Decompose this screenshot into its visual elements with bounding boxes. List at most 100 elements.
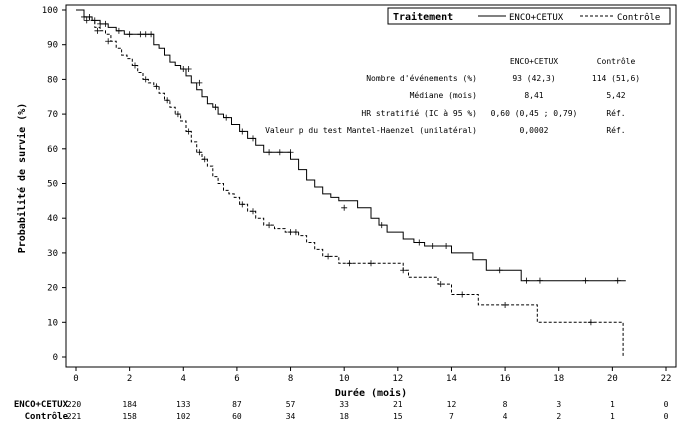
censor-mark: [437, 281, 444, 288]
stats-row-label: HR stratifié (IC à 95 %): [361, 108, 477, 118]
censor-mark: [368, 260, 374, 267]
stats-row-label: Médiane (mois): [410, 90, 477, 100]
y-axis-title: Probabilité de survie (%): [16, 103, 28, 254]
x-tick-label: 4: [181, 374, 186, 384]
x-tick-label: 14: [446, 374, 457, 384]
censor-mark: [325, 253, 332, 260]
y-tick-label: 40: [47, 214, 58, 224]
censor-mark: [148, 31, 155, 38]
y-axis: 0 10 20 30 40 50 60 70 80 90 100: [42, 6, 66, 363]
censor-mark: [164, 97, 171, 104]
risk-cell: 221: [67, 412, 82, 421]
risk-cell: 12: [447, 400, 457, 409]
y-tick-label: 70: [47, 110, 58, 120]
censor-mark: [239, 201, 246, 208]
censor-mark: [105, 38, 112, 45]
risk-cell: 21: [393, 400, 403, 409]
censor-mark: [496, 267, 503, 274]
censor-mark: [86, 13, 93, 20]
stats-table: ENCO+CETUX Contrôle Nombre d'événements …: [265, 56, 640, 135]
censor-mark: [266, 222, 273, 229]
censor-marks: [81, 13, 621, 326]
risk-cell: 33: [339, 400, 349, 409]
censor-mark: [416, 239, 423, 246]
y-tick-label: 30: [47, 249, 58, 259]
risk-cell: 57: [286, 400, 296, 409]
risk-cell: 102: [176, 412, 191, 421]
risk-cell: 34: [286, 412, 296, 421]
censor-mark: [142, 76, 149, 83]
stats-cell: 114 (51,6): [592, 74, 640, 83]
censor-mark: [196, 79, 203, 86]
risk-row-label-enco-cetux: ENCO+CETUX: [14, 400, 69, 410]
censor-mark: [180, 65, 187, 72]
x-tick-label: 8: [288, 374, 293, 384]
risk-cell: 2: [556, 412, 561, 421]
censor-mark: [523, 277, 530, 284]
censor-mark: [126, 31, 133, 38]
x-tick-label: 2: [127, 374, 132, 384]
risk-cell: 8: [503, 400, 508, 409]
censor-mark: [266, 149, 273, 156]
x-tick-label: 0: [73, 374, 78, 384]
censor-mark: [201, 156, 208, 163]
censor-mark: [536, 277, 543, 284]
censor-mark: [582, 277, 589, 284]
stats-cell: 93 (42,3): [512, 74, 555, 83]
censor-mark: [185, 128, 192, 135]
stats-cell: Réf.: [606, 108, 625, 118]
risk-cell: 184: [122, 400, 137, 409]
censor-mark: [341, 204, 348, 211]
risk-cell: 3: [556, 400, 561, 409]
censor-mark: [83, 17, 90, 24]
censor-mark: [276, 149, 283, 156]
risk-cell: 4: [503, 412, 508, 421]
risk-cell: 158: [122, 412, 137, 421]
x-tick-label: 12: [392, 374, 403, 384]
x-tick-label: 16: [500, 374, 511, 384]
censor-mark: [142, 31, 149, 38]
censor-mark: [223, 114, 230, 121]
y-tick-label: 100: [42, 6, 58, 16]
censor-mark: [91, 17, 98, 24]
x-tick-label: 18: [553, 374, 564, 384]
censor-mark: [346, 260, 353, 267]
censor-mark: [287, 149, 294, 156]
stats-cell: 0,60 (0,45 ; 0,79): [491, 109, 578, 118]
risk-cell: 0: [664, 412, 669, 421]
risk-cell: 220: [67, 400, 82, 409]
risk-cell: 7: [449, 412, 454, 421]
y-tick-label: 20: [47, 284, 58, 294]
x-axis: 0 2 4 6 8 10 12 14 16 18 20 22: [73, 367, 671, 384]
censor-mark: [174, 111, 181, 118]
censor-mark: [137, 31, 144, 38]
plot-frame: [65, 4, 677, 368]
stats-header-controle: Contrôle: [597, 56, 636, 66]
stats-cell: 0,0002: [520, 126, 549, 135]
x-tick-label: 20: [607, 374, 618, 384]
censor-mark: [614, 277, 621, 284]
censor-mark: [250, 208, 256, 215]
y-tick-label: 50: [47, 180, 58, 190]
censor-mark: [287, 229, 294, 236]
y-tick-label: 90: [47, 41, 58, 51]
censor-mark: [185, 65, 192, 72]
y-tick-label: 80: [47, 75, 58, 85]
censor-mark: [250, 135, 256, 142]
censor-mark: [587, 319, 594, 326]
risk-cell: 18: [339, 412, 349, 421]
risk-cell: 87: [232, 400, 242, 409]
legend-entry-controle: Contrôle: [617, 12, 660, 23]
censor-mark: [94, 27, 101, 34]
censor-mark: [429, 242, 436, 249]
stats-cell: 5,42: [606, 91, 625, 100]
censor-mark: [212, 104, 219, 111]
risk-cell: 60: [232, 412, 242, 421]
y-tick-label: 60: [47, 145, 58, 155]
censor-mark: [196, 149, 203, 156]
risk-cell: 133: [176, 400, 191, 409]
censor-mark: [97, 20, 104, 27]
risk-cell: 0: [664, 400, 669, 409]
legend: Traitement ENCO+CETUX Contrôle: [387, 7, 671, 25]
